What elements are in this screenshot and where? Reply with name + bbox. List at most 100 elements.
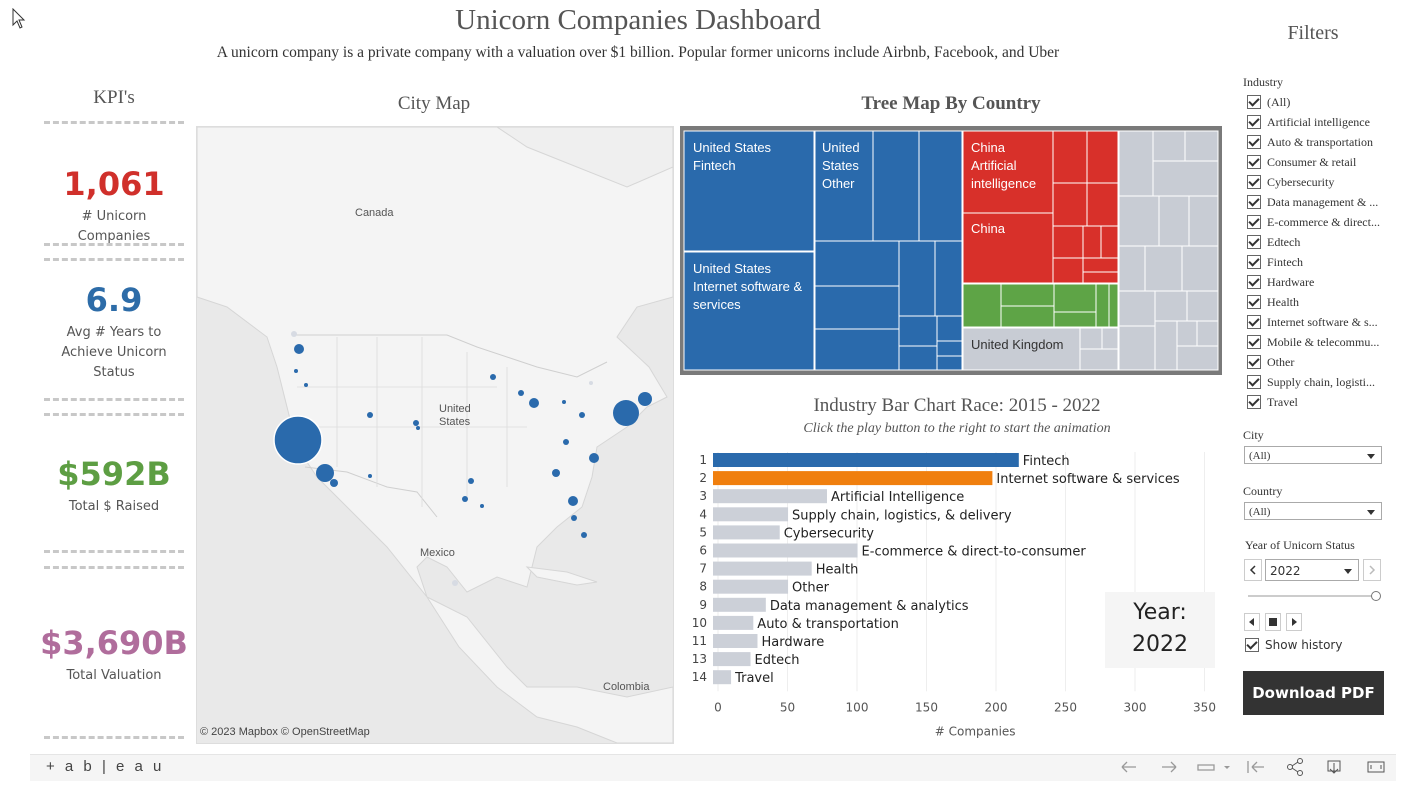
industry-filter-item[interactable]: Hardware — [1247, 273, 1314, 291]
treemap-label-china-ai: China Artificial intelligence — [971, 140, 1037, 191]
checkbox-checked-icon[interactable] — [1247, 295, 1261, 309]
industry-filter-item[interactable]: Edtech — [1247, 233, 1300, 251]
industry-filter-item[interactable]: (All) — [1247, 93, 1290, 111]
city-bubble — [468, 478, 474, 484]
city-bubble — [368, 474, 372, 478]
year-select[interactable]: 2022 — [1265, 559, 1359, 581]
kpi-unicorn-count-label: # Unicorn Companies — [77, 209, 151, 244]
divider — [44, 566, 184, 569]
industry-filter-item[interactable]: Fintech — [1247, 253, 1303, 271]
stop-button[interactable] — [1265, 613, 1281, 631]
checkbox-checked-icon[interactable] — [1247, 255, 1261, 269]
year-next-button[interactable] — [1363, 559, 1381, 581]
map-canvas[interactable] — [197, 127, 673, 743]
year-prev-button[interactable] — [1244, 559, 1262, 581]
industry-filter-item[interactable]: Cybersecurity — [1247, 173, 1334, 191]
industry-filter-item[interactable]: Mobile & telecommu... — [1247, 333, 1379, 351]
checkbox-checked-icon[interactable] — [1247, 175, 1261, 189]
step-back-button[interactable] — [1244, 613, 1260, 631]
bar-category-label: Hardware — [761, 635, 824, 650]
treemap-cell — [1086, 182, 1119, 227]
treemap-cell — [1108, 283, 1119, 328]
country-select[interactable]: (All) — [1244, 502, 1382, 520]
checkbox-checked-icon[interactable] — [1247, 335, 1261, 349]
checkbox-checked-icon[interactable] — [1245, 638, 1259, 652]
industry-filter-item-label: Travel — [1267, 394, 1298, 409]
industry-filter-item[interactable]: Travel — [1247, 393, 1298, 411]
treemap-cell — [1000, 283, 1055, 307]
checkbox-checked-icon[interactable] — [1247, 195, 1261, 209]
treemap-cell — [872, 130, 920, 242]
city-bubble — [294, 369, 298, 373]
industry-filter-item[interactable]: Health — [1247, 293, 1299, 311]
city-bubble — [563, 439, 569, 445]
tableau-logo[interactable]: + a b | e a u — [46, 758, 165, 775]
download-pdf-button[interactable]: Download PDF — [1243, 671, 1384, 715]
kpi-total-raised-label: Total $ Raised — [68, 499, 160, 514]
city-bubble — [462, 496, 468, 502]
kpi-avg-years-label: Avg # Years to Achieve Unicorn Status — [61, 325, 167, 380]
divider — [44, 550, 184, 553]
treemap-cell — [1118, 290, 1156, 327]
city-bubble — [529, 398, 539, 408]
bar-rank-label: 9 — [699, 598, 707, 612]
year-display-label: Year: — [1133, 600, 1187, 625]
city-select[interactable]: (All) — [1244, 446, 1382, 464]
bar-category-label: Artificial Intelligence — [831, 490, 964, 505]
play-button[interactable] — [1286, 613, 1302, 631]
bar — [713, 453, 1019, 467]
treemap-canvas[interactable] — [680, 126, 1222, 375]
industry-filter-item[interactable]: Auto & transportation — [1247, 133, 1373, 151]
checkbox-checked-icon[interactable] — [1247, 95, 1261, 109]
city-bubble — [562, 400, 566, 404]
map-credit[interactable]: © 2023 Mapbox © OpenStreetMap — [200, 726, 370, 738]
industry-filter-item[interactable]: E-commerce & direct... — [1247, 213, 1380, 231]
treemap-cell — [1118, 245, 1146, 292]
industry-filter-item[interactable]: Artificial intelligence — [1247, 113, 1370, 131]
city-map[interactable]: Canada United States Mexico Colombia — [196, 126, 674, 744]
year-slider-handle[interactable] — [1371, 591, 1381, 601]
country-treemap[interactable]: United States Fintech United States Othe… — [680, 126, 1222, 375]
industry-filter-item[interactable]: Supply chain, logisti... — [1247, 373, 1375, 391]
checkbox-checked-icon[interactable] — [1247, 135, 1261, 149]
treemap-cell — [1158, 195, 1190, 247]
industry-filter-item[interactable]: Data management & ... — [1247, 193, 1378, 211]
industry-filter-item[interactable]: Internet software & s... — [1247, 313, 1378, 331]
x-tick-label: 350 — [1193, 700, 1216, 714]
barchart-title: Industry Bar Chart Race: 2015 - 2022 — [813, 395, 1101, 416]
checkbox-checked-icon[interactable] — [1247, 115, 1261, 129]
year-filter-label: Year of Unicorn Status — [1245, 538, 1355, 552]
treemap-cell — [898, 315, 938, 347]
divider — [44, 736, 184, 739]
checkbox-checked-icon[interactable] — [1247, 315, 1261, 329]
play-reverse-icon — [1249, 618, 1254, 626]
checkbox-checked-icon[interactable] — [1247, 215, 1261, 229]
kpi-title: KPI's — [93, 87, 135, 108]
city-bubble — [413, 420, 419, 426]
year-slider-track[interactable] — [1248, 595, 1376, 597]
city-bubble — [273, 415, 323, 465]
treemap-cell — [1082, 257, 1119, 273]
industry-filter-item[interactable]: Consumer & retail — [1247, 153, 1356, 171]
treemap-cell — [898, 345, 938, 371]
bar — [713, 543, 858, 558]
checkbox-checked-icon[interactable] — [1247, 375, 1261, 389]
checkbox-checked-icon[interactable] — [1247, 155, 1261, 169]
bar-rank-label: 8 — [699, 580, 707, 594]
bar-category-label: Supply chain, logistics, & delivery — [792, 508, 1012, 523]
treemap-cell — [1053, 311, 1097, 328]
show-history-checkbox[interactable]: Show history — [1245, 636, 1342, 654]
industry-filter-item[interactable]: Other — [1247, 353, 1294, 371]
checkbox-checked-icon[interactable] — [1247, 355, 1261, 369]
checkbox-checked-icon[interactable] — [1247, 395, 1261, 409]
checkbox-checked-icon[interactable] — [1247, 275, 1261, 289]
chevron-down-icon — [1344, 569, 1352, 574]
bar-rank-label: 7 — [699, 562, 707, 576]
industry-filter-item-label: Mobile & telecommu... — [1267, 334, 1380, 349]
treemap-cell — [962, 283, 1002, 328]
industry-bar-chart[interactable]: 1 Fintech 2 Internet software & services 3 Ar… — [680, 440, 1234, 745]
share-icon — [1287, 758, 1303, 776]
checkbox-checked-icon[interactable] — [1247, 235, 1261, 249]
treemap-cell — [1079, 348, 1119, 371]
industry-filter-item-label: Supply chain, logisti... — [1267, 374, 1375, 389]
